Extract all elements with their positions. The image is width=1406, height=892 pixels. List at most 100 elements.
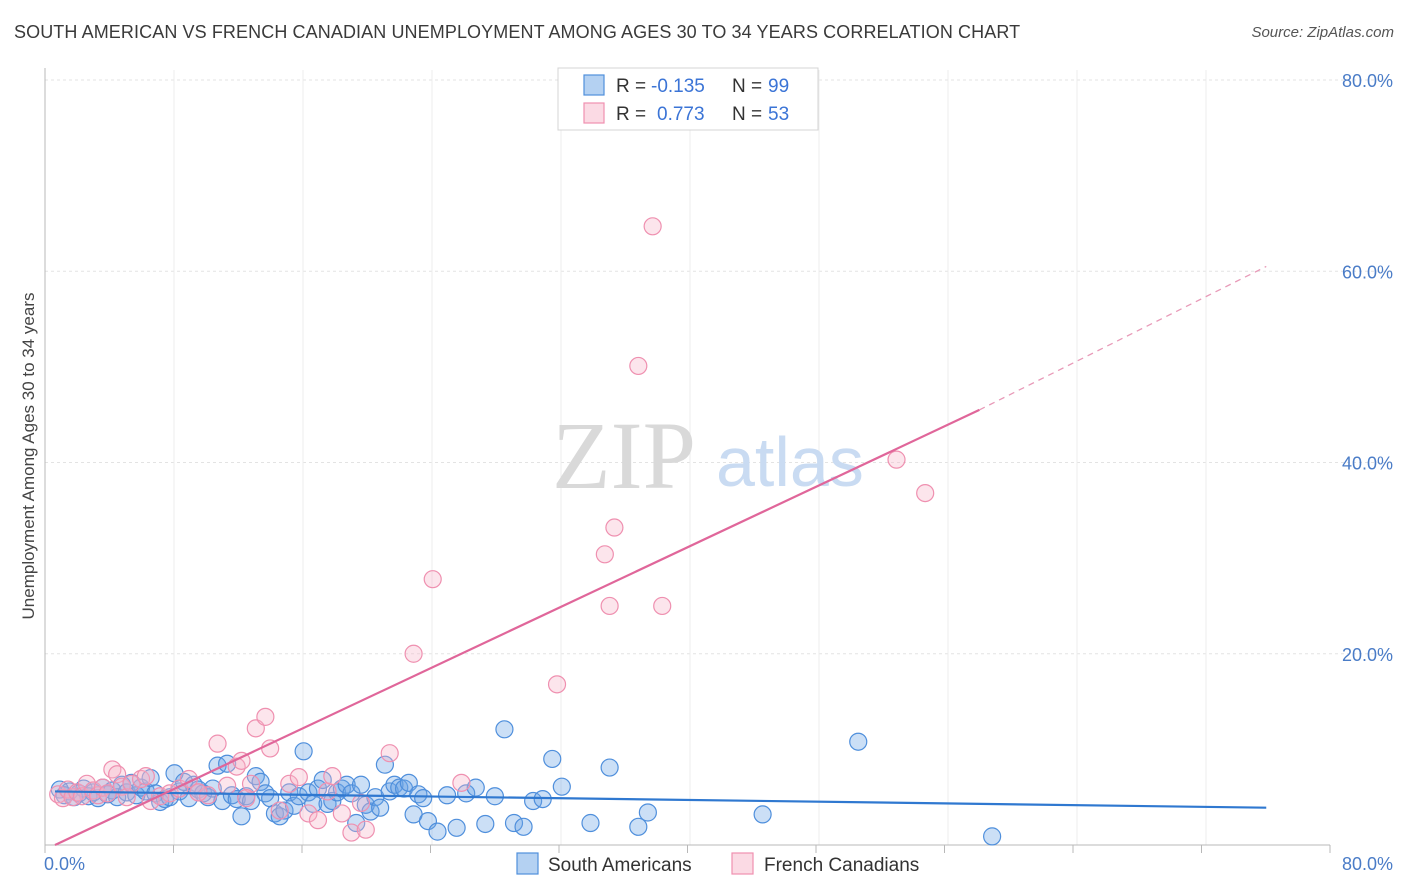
point-south-americans-38 xyxy=(232,807,251,826)
trend-lines xyxy=(54,265,1267,846)
point-french-canadians-52 xyxy=(643,217,662,236)
chart-title: SOUTH AMERICAN VS FRENCH CANADIAN UNEMPL… xyxy=(14,22,1021,42)
point-south-americans-60 xyxy=(337,775,356,794)
legend-swatch-french-canadians xyxy=(583,102,605,124)
point-south-americans-78 xyxy=(428,822,447,841)
point-french-canadians-50 xyxy=(600,596,619,616)
point-south-americans-63 xyxy=(351,775,371,794)
point-french-canadians-40 xyxy=(332,804,351,823)
point-french-canadians-16 xyxy=(131,769,151,789)
y-tick-label-60: 60.0% xyxy=(1342,262,1393,282)
y-axis-label: Unemployment Among Ages 30 to 34 years xyxy=(19,293,38,620)
point-south-americans-95 xyxy=(849,732,868,751)
tick-labels: 20.0% 40.0% 60.0% 80.0% 0.0% 80.0% xyxy=(44,71,1393,874)
point-south-americans-49 xyxy=(284,796,304,815)
point-french-canadians-43 xyxy=(380,744,399,763)
point-south-americans-83 xyxy=(476,814,495,834)
point-south-americans-70 xyxy=(385,775,404,794)
point-south-americans-51 xyxy=(294,742,313,761)
point-south-americans-50 xyxy=(289,787,308,806)
legend-n-label-1: N = xyxy=(732,76,762,97)
point-south-americans-93 xyxy=(600,758,619,777)
axes xyxy=(44,68,1331,853)
series-legend-swatch-south-americans xyxy=(516,852,539,875)
point-french-canadians-54 xyxy=(887,450,906,469)
trend-extension-french-canadians xyxy=(979,265,1267,411)
point-south-americans-80 xyxy=(447,818,466,837)
correlation-legend: R = -0.135 N = 99 R = 0.773 N = 53 xyxy=(557,67,819,131)
trend-line-french-canadians xyxy=(54,408,980,846)
legend-r-label-2: R = xyxy=(616,104,646,125)
data-points xyxy=(49,217,1002,846)
point-french-canadians-55 xyxy=(916,484,935,503)
point-south-americans-76 xyxy=(414,789,433,808)
point-french-canadians-38 xyxy=(318,782,337,801)
series-legend-swatch-french-canadians xyxy=(731,852,754,875)
legend-swatch-south-americans xyxy=(583,74,605,96)
point-french-canadians-34 xyxy=(280,774,299,793)
legend-n-value-2: 53 xyxy=(768,104,789,125)
legend-r-label-1: R = xyxy=(616,76,646,97)
point-french-canadians-48 xyxy=(595,545,614,564)
legend-r-value-2: 0.773 xyxy=(657,104,705,125)
legend-n-label-2: N = xyxy=(732,104,762,125)
point-french-canadians-57 xyxy=(237,789,256,808)
x-tick-label-min: 0.0% xyxy=(44,854,85,874)
y-tick-label-20: 20.0% xyxy=(1342,645,1393,665)
point-south-americans-91 xyxy=(552,777,571,796)
point-french-canadians-32 xyxy=(261,739,280,758)
point-south-americans-62 xyxy=(347,813,366,833)
point-french-canadians-49 xyxy=(605,518,624,537)
x-tick-label-max: 80.0% xyxy=(1342,854,1393,874)
y-tick-label-40: 40.0% xyxy=(1342,454,1393,474)
grid-lines xyxy=(45,70,1393,845)
point-south-americans-47 xyxy=(275,801,294,820)
point-south-americans-87 xyxy=(514,817,533,836)
point-french-canadians-53 xyxy=(653,596,672,616)
watermark-zip: ZIP xyxy=(552,402,696,509)
point-south-americans-57 xyxy=(323,791,342,811)
series-legend: South Americans French Canadians xyxy=(516,852,919,876)
point-french-canadians-31 xyxy=(256,707,275,726)
point-south-americans-79 xyxy=(437,786,457,805)
point-south-americans-96 xyxy=(983,827,1002,846)
legend-r-value-1: -0.135 xyxy=(651,76,705,97)
point-south-americans-94 xyxy=(753,805,772,824)
point-south-americans-67 xyxy=(371,798,390,817)
point-south-americans-46 xyxy=(270,807,289,826)
point-south-americans-97 xyxy=(629,817,648,836)
point-south-americans-85 xyxy=(495,720,514,739)
point-french-canadians-33 xyxy=(270,801,289,820)
series-legend-label-french-canadians: French Canadians xyxy=(764,855,919,876)
point-french-canadians-45 xyxy=(423,570,442,589)
series-legend-label-south-americans: South Americans xyxy=(548,855,692,876)
point-french-canadians-44 xyxy=(404,644,423,663)
y-tick-label-80: 80.0% xyxy=(1342,71,1393,91)
point-french-canadians-37 xyxy=(308,811,328,830)
point-french-canadians-42 xyxy=(351,793,371,813)
point-south-americans-52 xyxy=(299,783,318,802)
trend-line-south-americans xyxy=(54,790,1267,809)
point-south-americans-90 xyxy=(543,749,562,769)
watermark: ZIP atlas xyxy=(552,402,864,509)
legend-n-value-1: 99 xyxy=(768,76,789,97)
point-french-canadians-51 xyxy=(629,356,648,376)
point-french-canadians-47 xyxy=(547,675,567,694)
source-label: Source: ZipAtlas.com xyxy=(1251,24,1394,41)
point-south-americans-55 xyxy=(313,770,332,790)
point-south-americans-68 xyxy=(375,755,395,774)
point-french-canadians-25 xyxy=(208,734,227,753)
point-south-americans-86 xyxy=(504,813,524,833)
point-french-canadians-41 xyxy=(342,823,361,842)
point-french-canadians-29 xyxy=(241,774,261,793)
point-french-canadians-26 xyxy=(218,776,237,795)
point-french-canadians-36 xyxy=(299,804,318,823)
point-french-canadians-56 xyxy=(356,820,375,839)
point-french-canadians-17 xyxy=(136,767,155,786)
point-french-canadians-35 xyxy=(289,768,308,787)
point-french-canadians-39 xyxy=(323,767,342,786)
point-french-canadians-46 xyxy=(452,773,471,792)
point-south-americans-98 xyxy=(638,803,657,822)
point-south-americans-92 xyxy=(581,813,600,833)
